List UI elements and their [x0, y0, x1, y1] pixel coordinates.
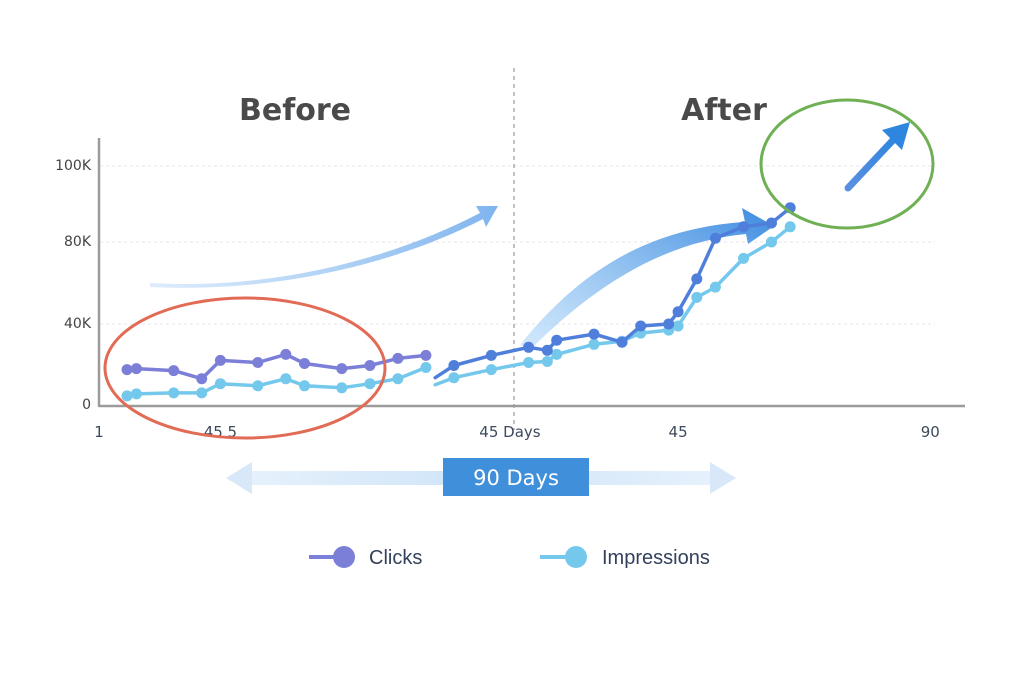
duration-span-left-head: [226, 462, 252, 494]
after-trend-arrow: [520, 208, 774, 348]
y-tick-label-1: 80K: [64, 234, 92, 250]
series-impressions: [121, 221, 796, 402]
series-impressions-point-1-11: [691, 291, 703, 303]
title-before: Before: [239, 93, 351, 128]
series-clicks-point-1-4: [541, 344, 553, 356]
series-clicks-point-1-13: [738, 221, 749, 233]
series-impressions-point-1-13: [738, 252, 749, 264]
series-clicks-point-0-6: [280, 348, 292, 360]
series-layer: [121, 202, 796, 402]
duration-span-right-head: [710, 462, 736, 494]
series-impressions-point-1-12: [709, 281, 721, 293]
series-clicks-point-1-1: [448, 360, 460, 371]
legend-clicks-label: Clicks: [369, 547, 422, 569]
x-tick-label-0: 1: [94, 423, 104, 441]
series-impressions-point-0-10: [392, 373, 404, 385]
series-impressions-point-1-2: [485, 364, 497, 376]
before-highlight-ellipse: [103, 296, 387, 440]
series-clicks-point-1-10: [672, 306, 684, 318]
x-tick-label-2: 45 Days: [479, 423, 540, 441]
series-impressions-point-0-1: [130, 388, 142, 400]
growth-arrow-head: [882, 122, 910, 150]
growth-arrow-shaft: [844, 134, 899, 192]
series-clicks-point-0-2: [168, 365, 180, 377]
y-tick-label-2: 40K: [64, 316, 92, 332]
series-impressions-point-0-7: [299, 380, 310, 392]
series-impressions-point-0-11: [420, 362, 432, 373]
series-impressions-point-0-0: [121, 390, 133, 402]
duration-label: 90 Days: [473, 466, 559, 490]
series-impressions-point-1-3: [523, 357, 535, 368]
series-clicks-point-1-11: [691, 273, 703, 285]
duration-span: 90 Days: [226, 458, 736, 496]
y-axis-ticks: 100K 80K 40K 0: [55, 158, 92, 413]
series-impressions-point-0-6: [280, 373, 292, 385]
series-impressions-point-0-5: [252, 380, 264, 392]
series-clicks-point-0-7: [299, 358, 310, 369]
duration-badge: [443, 458, 589, 496]
series-impressions-point-0-2: [168, 387, 180, 399]
series-impressions-point-1-4: [541, 356, 553, 367]
gridlines: [100, 165, 935, 325]
legend: Clicks Impressions: [309, 546, 710, 569]
series-impressions-point-0-4: [214, 378, 226, 390]
legend-clicks-marker: [333, 546, 355, 568]
series-impressions-point-0-9: [364, 378, 376, 390]
x-tick-label-3: 45: [669, 423, 688, 441]
legend-impressions-label: Impressions: [602, 547, 710, 569]
series-clicks-point-0-5: [252, 357, 264, 368]
y-tick-label-3: 0: [82, 397, 91, 413]
x-tick-label-4: 90: [921, 423, 940, 441]
series-clicks-point-0-9: [364, 360, 376, 371]
series-clicks-point-1-12: [709, 232, 721, 244]
series-clicks-point-1-7: [616, 336, 628, 348]
series-impressions-point-1-5: [551, 348, 563, 360]
series-impressions-point-1-1: [448, 372, 460, 384]
after-highlight-ellipse: [759, 98, 935, 230]
series-clicks-line-1: [433, 206, 792, 380]
series-impressions-point-0-8: [336, 382, 348, 394]
series-clicks-point-1-5: [551, 334, 563, 346]
series-clicks-point-1-2: [485, 349, 497, 361]
series-clicks-point-1-9: [663, 318, 675, 330]
series-clicks-point-0-4: [214, 354, 226, 366]
title-after: After: [681, 93, 767, 128]
series-clicks-point-1-3: [523, 341, 535, 353]
series-clicks-point-0-1: [130, 363, 142, 375]
series-clicks-point-0-8: [336, 363, 348, 375]
series-impressions-line-1: [433, 225, 792, 387]
series-clicks-point-1-14: [766, 217, 777, 229]
y-tick-label-0: 100K: [55, 158, 92, 174]
series-clicks: [121, 202, 796, 385]
series-clicks-point-0-11: [420, 349, 432, 361]
series-clicks-point-1-8: [635, 320, 647, 332]
series-clicks-point-0-3: [196, 373, 208, 385]
series-impressions-point-0-3: [196, 387, 208, 399]
series-clicks-point-0-0: [121, 364, 133, 376]
series-clicks-point-1-6: [588, 328, 600, 340]
series-clicks-point-0-10: [392, 352, 404, 364]
legend-impressions-marker: [565, 546, 587, 568]
series-impressions-point-1-15: [784, 221, 796, 233]
series-impressions-point-1-14: [766, 236, 777, 248]
series-impressions-point-1-6: [588, 338, 600, 350]
axes: [97, 138, 965, 408]
before-trend-arrow: [150, 206, 498, 288]
series-impressions-point-1-10: [672, 320, 684, 332]
